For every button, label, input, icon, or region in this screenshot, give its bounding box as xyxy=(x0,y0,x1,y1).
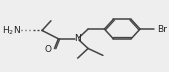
Text: H$_2$N: H$_2$N xyxy=(2,24,21,37)
Text: Br: Br xyxy=(157,25,167,34)
Text: O: O xyxy=(45,45,52,54)
Text: N: N xyxy=(74,34,81,43)
